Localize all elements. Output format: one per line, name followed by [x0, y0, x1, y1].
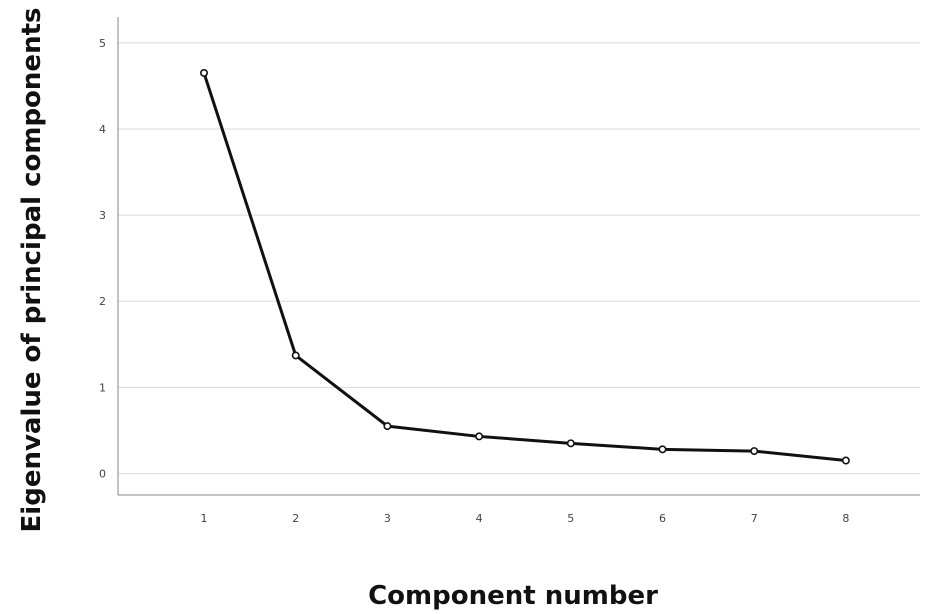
x-tick-label: 1	[201, 512, 208, 525]
data-point	[383, 422, 392, 431]
x-tick-label: 3	[384, 512, 391, 525]
x-tick-label: 8	[842, 512, 849, 525]
data-point	[200, 68, 209, 77]
x-tick-label: 5	[567, 512, 574, 525]
x-axis-title: Component number	[368, 581, 658, 611]
y-axis-title: Eigenvalue of principal components	[17, 8, 47, 533]
data-series	[200, 68, 850, 465]
data-point	[750, 447, 759, 456]
axes	[117, 17, 920, 496]
data-point	[841, 456, 850, 465]
gridlines	[118, 42, 920, 474]
y-tick-label: 0	[99, 467, 106, 480]
y-tick-label: 2	[99, 295, 106, 308]
data-point	[291, 351, 300, 360]
series-line	[202, 71, 848, 463]
y-tick-labels: 0 1 2 3 4 5	[99, 37, 106, 481]
x-tick-labels: 1 2 3 4 5 6 7 8	[201, 512, 850, 525]
x-tick-label: 6	[659, 512, 666, 525]
x-tick-label: 2	[292, 512, 299, 525]
data-point	[475, 432, 484, 441]
data-point	[566, 439, 575, 448]
y-tick-label: 5	[99, 37, 106, 50]
x-tick-label: 4	[476, 512, 483, 525]
y-tick-label: 3	[99, 209, 106, 222]
y-tick-label: 4	[99, 123, 106, 136]
data-point	[658, 445, 667, 454]
y-tick-label: 1	[99, 381, 106, 394]
x-tick-label: 7	[751, 512, 758, 525]
